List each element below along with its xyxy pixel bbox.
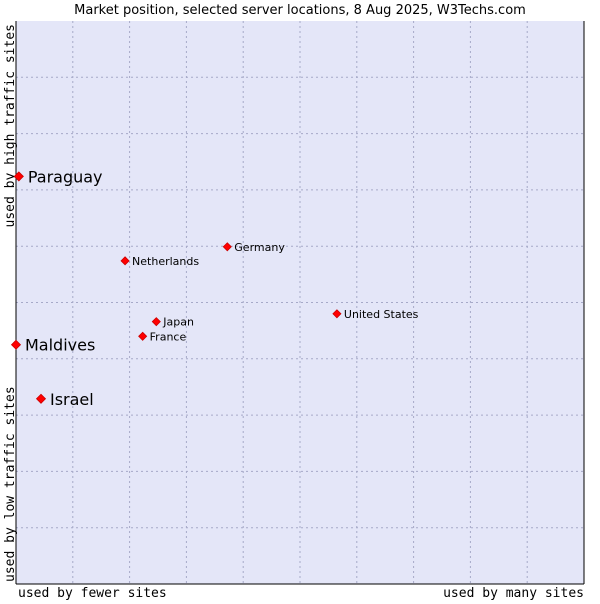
point-marker-maldives: [10, 339, 22, 350]
x-axis-label-right: used by many sites: [443, 586, 584, 600]
point-marker-france: [138, 331, 148, 341]
point-label-japan: Japan: [162, 316, 194, 329]
data-point-israel: Israel: [35, 390, 94, 409]
data-point-maldives: Maldives: [10, 336, 95, 355]
point-label-netherlands: Netherlands: [132, 255, 199, 268]
point-label-france: France: [150, 330, 187, 343]
point-marker-israel: [35, 393, 47, 404]
point-label-maldives: Maldives: [25, 336, 95, 355]
point-marker-united-states: [332, 309, 342, 319]
y-axis-label-top: used by high traffic sites: [3, 24, 18, 228]
x-axis-label-left: used by fewer sites: [18, 586, 167, 600]
data-point-united-states: United States: [332, 308, 419, 321]
point-marker-paraguay: [13, 171, 24, 182]
data-point-france: France: [138, 330, 187, 343]
point-marker-japan: [151, 317, 161, 327]
data-point-germany: Germany: [222, 241, 285, 254]
point-marker-netherlands: [120, 256, 130, 266]
point-label-israel: Israel: [50, 390, 94, 409]
point-marker-germany: [222, 242, 232, 252]
data-point-paraguay: Paraguay: [13, 167, 103, 186]
data-point-japan: Japan: [151, 316, 194, 329]
point-label-germany: Germany: [234, 241, 285, 254]
data-points: Paraguay Maldives Israel Netherlands Germany…: [10, 167, 419, 409]
point-label-united-states: United States: [344, 308, 419, 321]
chart-title: Market position, selected server locatio…: [74, 3, 526, 18]
y-axis-label-bottom: used by low traffic sites: [3, 386, 18, 582]
point-label-paraguay: Paraguay: [28, 167, 103, 186]
data-point-netherlands: Netherlands: [120, 255, 199, 268]
grid-lines: [16, 21, 584, 584]
